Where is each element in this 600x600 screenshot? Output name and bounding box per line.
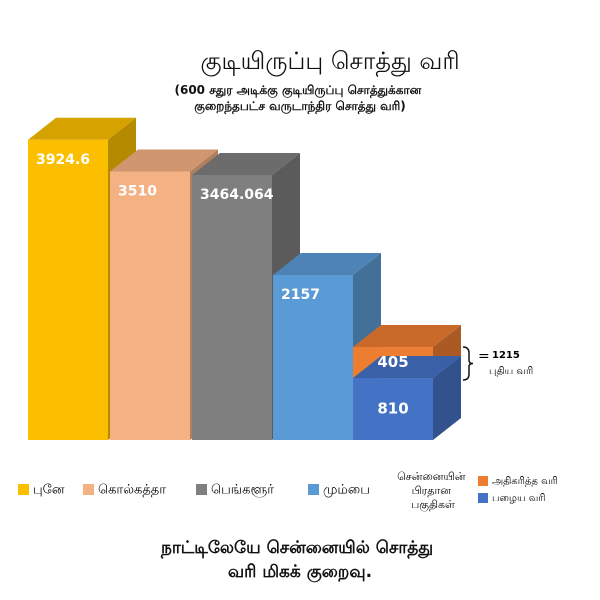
legend-swatch [478,476,488,486]
total-value: 1215 [492,350,520,361]
legend-swatch [18,484,29,495]
legend-swatch [83,484,94,495]
legend-label: கொல்கத்தா [98,483,166,498]
chart-title: குடியிருப்பு சொத்து வரி [200,47,459,77]
bar [353,378,433,440]
total-label: புதிய வரி [489,366,533,377]
value-label: 3924.6 [36,152,90,168]
legend-swatch [196,484,207,495]
bar [110,171,190,441]
legend-label: புனே [33,483,65,498]
value-label: 405 [377,353,408,371]
bar-top [273,252,381,275]
legend-label: மும்பை [323,483,370,498]
bar [273,274,353,440]
bar [192,174,272,441]
category-label: சென்னையின் பிரதான பகுதிகள் [397,470,469,513]
chart-subtitle: (600 சதுர அடிக்கு குடியிருப்பு சொத்துக்க… [174,83,425,114]
legend-swatch [308,484,319,495]
value-label: 3464.064 [200,187,274,203]
bar-top [110,149,218,172]
bar-side [433,356,461,440]
value-label: 2157 [281,287,320,303]
legend-label: பழைய வரி [492,493,545,504]
brace [462,346,474,381]
bar-top [353,356,461,379]
bar-top [353,325,461,348]
bar [28,139,108,440]
equals: = [478,349,490,365]
bar-top [28,117,136,140]
footer: நாட்டிலேயே சென்னையில் சொத்து வரி மிகக் க… [160,538,439,582]
value-label: 810 [377,400,408,418]
legend-label: அதிகரித்த வரி [492,476,558,487]
value-label: 3510 [118,183,157,199]
legend-swatch [478,493,488,503]
legend-label: பெங்களூர் [211,483,274,498]
bar-top [192,152,300,175]
